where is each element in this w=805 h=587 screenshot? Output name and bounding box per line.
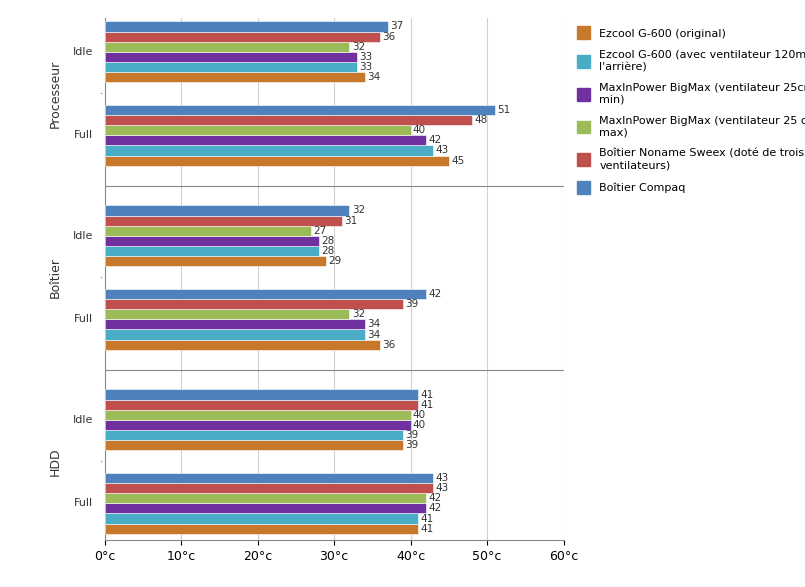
Text: 36: 36 (382, 340, 395, 350)
Text: 28: 28 (321, 246, 334, 256)
Text: 43: 43 (436, 146, 449, 156)
Bar (105, 42, 349, 52)
Text: 41: 41 (420, 514, 434, 524)
Bar (105, 62, 357, 72)
Text: 32: 32 (352, 42, 365, 52)
Bar (105, 125, 411, 135)
Text: 34: 34 (367, 72, 380, 82)
Bar (105, 146, 433, 156)
Bar (105, 257, 327, 266)
Bar (105, 400, 419, 410)
Text: Boîtier: Boîtier (48, 257, 61, 298)
Bar (105, 319, 365, 329)
Text: 32: 32 (352, 309, 365, 319)
Bar (105, 52, 357, 62)
Bar (105, 289, 426, 299)
Bar (105, 135, 426, 146)
Bar (105, 299, 402, 309)
Text: 42: 42 (428, 135, 441, 145)
Text: 40: 40 (413, 410, 426, 420)
Bar (105, 21, 387, 32)
Text: Idle: Idle (72, 415, 93, 425)
Bar (105, 226, 311, 236)
Text: 39: 39 (405, 299, 419, 309)
Text: 43: 43 (436, 473, 449, 483)
Text: 27: 27 (313, 226, 327, 236)
Bar (105, 32, 380, 42)
Text: 33: 33 (359, 52, 373, 62)
Bar (105, 205, 349, 215)
Text: Idle: Idle (72, 47, 93, 57)
Text: 41: 41 (420, 524, 434, 534)
Bar (105, 329, 365, 340)
Text: 34: 34 (367, 329, 380, 339)
Bar (105, 156, 448, 166)
Bar (105, 340, 380, 350)
Text: 40: 40 (413, 125, 426, 135)
Bar (105, 104, 494, 115)
Bar (105, 389, 419, 400)
Text: 42: 42 (428, 504, 441, 514)
Bar (105, 493, 426, 503)
Bar (105, 410, 411, 420)
Bar (105, 473, 433, 483)
Text: 51: 51 (497, 104, 510, 115)
Text: 41: 41 (420, 400, 434, 410)
Bar (105, 115, 472, 125)
Bar (105, 246, 319, 257)
Text: 36: 36 (382, 32, 395, 42)
Text: 42: 42 (428, 493, 441, 503)
Bar (105, 420, 411, 430)
Text: 37: 37 (390, 21, 403, 32)
Bar (105, 503, 426, 514)
Text: Full: Full (74, 130, 93, 140)
Text: 28: 28 (321, 236, 334, 246)
Text: 40: 40 (413, 420, 426, 430)
Text: Idle: Idle (72, 231, 93, 241)
Bar (105, 72, 365, 82)
Bar (105, 440, 402, 450)
Text: 39: 39 (405, 430, 419, 440)
Text: 31: 31 (344, 215, 357, 225)
Legend: Ezcool G-600 (original), Ezcool G-600 (avec ventilateur 120mm à
l'arrière), MaxI: Ezcool G-600 (original), Ezcool G-600 (a… (574, 23, 805, 197)
Text: 45: 45 (451, 156, 464, 166)
Text: 32: 32 (352, 205, 365, 215)
Text: 42: 42 (428, 289, 441, 299)
Text: 34: 34 (367, 319, 380, 329)
Text: Full: Full (74, 314, 93, 324)
Bar (105, 514, 419, 524)
Text: 33: 33 (359, 62, 373, 72)
Bar (105, 430, 402, 440)
Bar (105, 524, 419, 534)
Text: HDD: HDD (48, 447, 61, 476)
Text: 48: 48 (474, 115, 487, 125)
Text: 29: 29 (328, 257, 342, 266)
Bar (105, 215, 341, 226)
Text: Full: Full (74, 498, 93, 508)
Bar (105, 309, 349, 319)
Bar (105, 483, 433, 493)
Text: 41: 41 (420, 390, 434, 400)
Text: 39: 39 (405, 440, 419, 450)
Text: Processeur: Processeur (48, 59, 61, 127)
Bar (105, 236, 319, 246)
Text: 43: 43 (436, 483, 449, 493)
